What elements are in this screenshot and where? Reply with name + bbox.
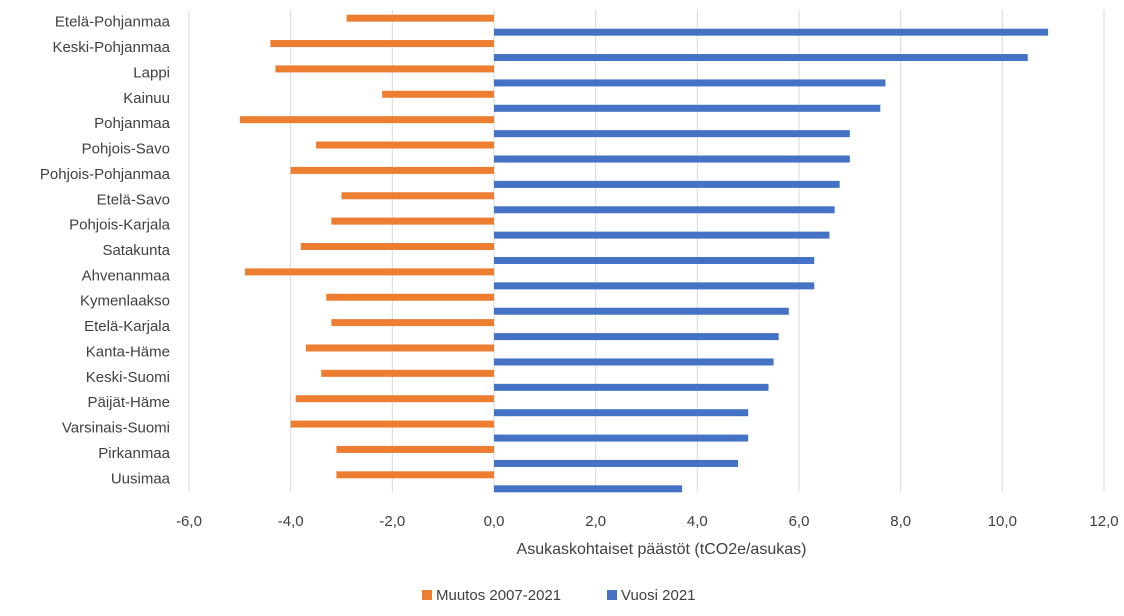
bar-vuosi-2021	[494, 28, 1049, 36]
bar-muutos	[346, 14, 494, 22]
category-label: Lappi	[133, 64, 170, 81]
legend-swatch-muutos	[422, 590, 432, 600]
bar-muutos	[331, 217, 494, 225]
category-label: Keski-Suomi	[86, 369, 170, 386]
bar-muutos	[244, 268, 494, 276]
x-tick-label: 6,0	[789, 513, 810, 530]
x-axis-title: Asukaskohtaiset päästöt (tCO2e/asukas)	[517, 541, 807, 558]
category-label: Pohjois-Karjala	[69, 217, 171, 234]
bar-vuosi-2021	[494, 257, 815, 264]
bar-vuosi-2021	[494, 409, 749, 417]
bar-vuosi-2021	[494, 130, 850, 138]
bar-muutos	[321, 369, 494, 377]
bar-vuosi-2021	[494, 231, 830, 239]
bar-muutos	[382, 90, 494, 98]
bar-muutos	[336, 471, 494, 479]
bar-muutos	[341, 192, 494, 200]
x-tick-label: 2,0	[585, 513, 606, 530]
category-label: Kanta-Häme	[86, 343, 170, 360]
bar-muutos	[331, 319, 494, 327]
legend: Muutos 2007-2021 Vuosi 2021	[422, 587, 696, 604]
x-tick-label: 10,0	[988, 513, 1017, 530]
bar-muutos	[275, 65, 494, 73]
category-label: Kainuu	[123, 90, 170, 107]
category-label: Etelä-Pohjanmaa	[55, 14, 171, 31]
bar-vuosi-2021	[494, 383, 769, 391]
bar-vuosi-2021	[494, 79, 886, 87]
category-label: Etelä-Karjala	[84, 318, 171, 335]
bar-vuosi-2021	[494, 282, 815, 290]
x-tick-label: -4,0	[278, 513, 304, 530]
bar-vuosi-2021	[494, 434, 749, 442]
x-tick-label: 4,0	[687, 513, 708, 530]
x-tick-label: 8,0	[890, 513, 911, 530]
x-tick-labels: -6,0 -4,0 -2,0 0,0 2,0 4,0 6,0 8,0 10,0 12,0	[176, 513, 1119, 530]
category-label: Pohjois-Savo	[82, 141, 170, 158]
category-labels: Etelä-Pohjanmaa Keski-Pohjanmaa Lappi Kainu…	[40, 14, 171, 488]
bar-muutos	[316, 141, 494, 149]
bar-muutos	[295, 395, 494, 403]
bar-vuosi-2021	[494, 206, 835, 214]
category-label: Pirkanmaa	[98, 445, 170, 462]
bar-muutos	[270, 40, 494, 48]
category-label: Etelä-Savo	[97, 191, 170, 208]
bar-vuosi-2021	[494, 333, 779, 341]
bar-muutos	[305, 344, 494, 352]
category-label: Satakunta	[102, 242, 170, 259]
bar-muutos	[290, 420, 494, 428]
bars	[239, 14, 1049, 493]
bar-vuosi-2021	[494, 307, 789, 315]
bar-vuosi-2021	[494, 104, 881, 112]
category-label: Pohjanmaa	[94, 115, 171, 132]
bar-vuosi-2021	[494, 459, 738, 467]
gridlines	[188, 10, 1105, 492]
category-label: Varsinais-Suomi	[62, 420, 170, 437]
legend-label-vuosi: Vuosi 2021	[621, 587, 696, 604]
bar-muutos	[290, 166, 494, 174]
category-label: Keski-Pohjanmaa	[52, 39, 170, 56]
x-tick-label: -2,0	[379, 513, 405, 530]
bar-vuosi-2021	[494, 155, 850, 163]
x-tick-label: 0,0	[484, 513, 505, 530]
bar-vuosi-2021	[494, 358, 774, 366]
legend-swatch-vuosi	[607, 590, 617, 600]
bar-muutos	[336, 445, 494, 453]
x-tick-label: 12,0	[1089, 513, 1118, 530]
bar-vuosi-2021	[494, 54, 1028, 62]
category-label: Ahvenanmaa	[82, 267, 171, 284]
legend-label-muutos: Muutos 2007-2021	[436, 587, 561, 604]
category-label: Pohjois-Pohjanmaa	[40, 166, 171, 183]
bar-muutos	[326, 293, 494, 301]
bar-muutos	[300, 243, 494, 250]
bar-vuosi-2021	[494, 485, 683, 493]
bar-vuosi-2021	[494, 180, 840, 188]
category-label: Kymenlaakso	[80, 293, 170, 310]
category-label: Uusimaa	[111, 470, 171, 487]
category-label: Päijät-Häme	[87, 394, 170, 411]
x-tick-label: -6,0	[176, 513, 202, 530]
bar-muutos	[239, 116, 494, 124]
